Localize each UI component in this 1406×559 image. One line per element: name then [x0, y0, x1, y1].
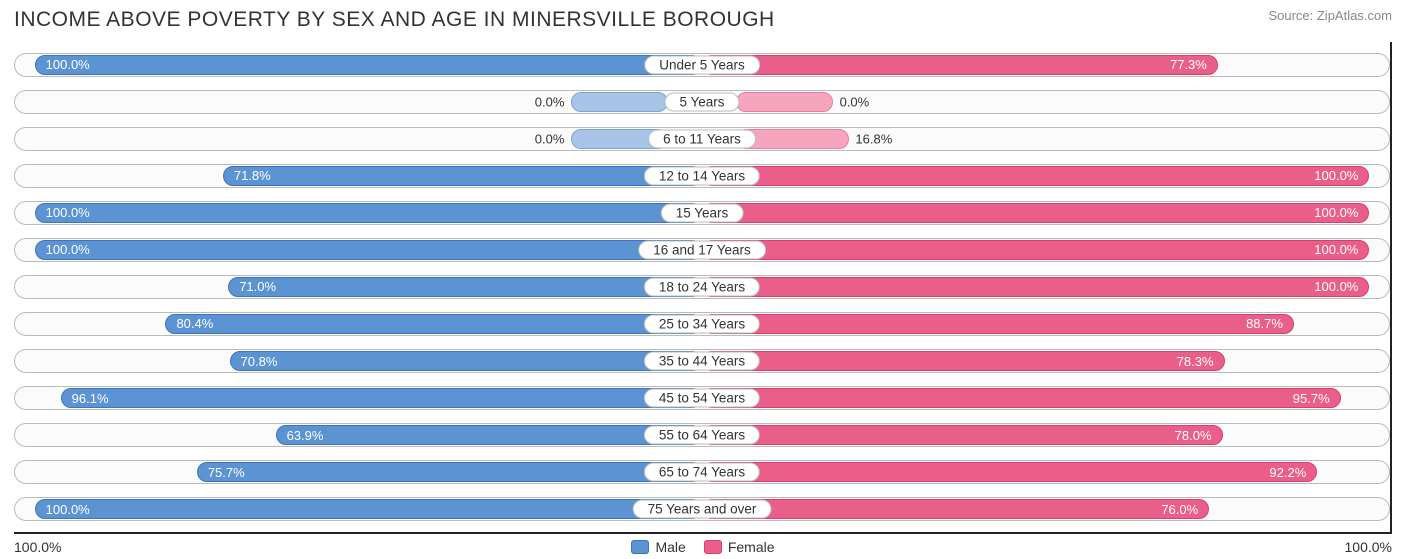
female-bar: 100.0% [702, 240, 1369, 260]
female-bar: 76.0% [702, 499, 1209, 519]
male-bar: 96.1% [61, 388, 702, 408]
male-value-label: 100.0% [36, 57, 100, 72]
chart-row: 100.0% 100.0% 15 Years [14, 201, 1390, 225]
legend-male: Male [631, 539, 685, 555]
male-value-label: 0.0% [535, 131, 565, 146]
axis-right-label: 100.0% [1312, 539, 1392, 555]
female-bar: 100.0% [702, 277, 1369, 297]
chart-container: INCOME ABOVE POVERTY BY SEX AND AGE IN M… [0, 0, 1406, 559]
male-bar: 75.7% [197, 462, 702, 482]
female-bar: 100.0% [702, 166, 1369, 186]
female-bar: 77.3% [702, 55, 1218, 75]
category-label: 45 to 54 Years [644, 389, 760, 408]
female-value-label: 16.8% [855, 131, 892, 146]
chart-row: 63.9% 78.0% 55 to 64 Years [14, 423, 1390, 447]
male-bar: 71.8% [223, 166, 702, 186]
category-label: 18 to 24 Years [644, 277, 760, 296]
male-bar: 100.0% [35, 240, 702, 260]
female-bar: 95.7% [702, 388, 1341, 408]
chart-row: 71.8% 100.0% 12 to 14 Years [14, 164, 1390, 188]
female-value-label: 95.7% [1283, 391, 1340, 406]
legend: Male Female [631, 539, 774, 555]
female-value-label: 78.3% [1167, 354, 1224, 369]
category-label: 35 to 44 Years [644, 352, 760, 371]
male-bar: 70.8% [230, 351, 702, 371]
male-bar: 71.0% [228, 277, 702, 297]
footer: 100.0% Male Female 100.0% [14, 534, 1392, 555]
chart-row: 70.8% 78.3% 35 to 44 Years [14, 349, 1390, 373]
male-value-label: 96.1% [62, 391, 119, 406]
female-value-label: 100.0% [1304, 279, 1368, 294]
female-bar: 92.2% [702, 462, 1317, 482]
female-bar [736, 92, 832, 112]
female-value-label: 0.0% [840, 94, 870, 109]
category-label: 15 Years [661, 203, 744, 222]
chart-title: INCOME ABOVE POVERTY BY SEX AND AGE IN M… [14, 8, 775, 32]
chart-row: 71.0% 100.0% 18 to 24 Years [14, 275, 1390, 299]
male-value-label: 100.0% [36, 502, 100, 517]
female-value-label: 100.0% [1304, 242, 1368, 257]
category-label: 6 to 11 Years [648, 129, 756, 148]
legend-female-label: Female [728, 539, 775, 555]
male-value-label: 71.8% [224, 168, 281, 183]
swatch-female [704, 540, 722, 554]
female-value-label: 88.7% [1236, 316, 1293, 331]
female-value-label: 76.0% [1151, 502, 1208, 517]
source-label: Source: ZipAtlas.com [1268, 8, 1392, 23]
male-value-label: 75.7% [198, 465, 255, 480]
male-value-label: 63.9% [277, 428, 334, 443]
male-value-label: 0.0% [535, 94, 565, 109]
category-label: 16 and 17 Years [638, 240, 766, 259]
header: INCOME ABOVE POVERTY BY SEX AND AGE IN M… [14, 8, 1392, 32]
female-bar: 78.0% [702, 425, 1223, 445]
category-label: 65 to 74 Years [644, 463, 760, 482]
male-bar: 100.0% [35, 203, 702, 223]
category-label: 55 to 64 Years [644, 426, 760, 445]
female-value-label: 100.0% [1304, 168, 1368, 183]
chart-row: 96.1% 95.7% 45 to 54 Years [14, 386, 1390, 410]
male-value-label: 80.4% [166, 316, 223, 331]
category-label: Under 5 Years [644, 55, 760, 74]
male-value-label: 100.0% [36, 242, 100, 257]
category-label: 25 to 34 Years [644, 314, 760, 333]
category-label: 75 Years and over [633, 500, 772, 519]
swatch-male [631, 540, 649, 554]
female-bar: 78.3% [702, 351, 1225, 371]
male-value-label: 100.0% [36, 205, 100, 220]
female-value-label: 92.2% [1259, 465, 1316, 480]
male-bar: 80.4% [165, 314, 702, 334]
chart-row: 0.0% 16.8% 6 to 11 Years [14, 127, 1390, 151]
legend-male-label: Male [655, 539, 685, 555]
male-value-label: 71.0% [229, 279, 286, 294]
chart-row: 0.0% 0.0% 5 Years [14, 90, 1390, 114]
male-bar: 63.9% [276, 425, 702, 445]
chart-area: 100.0%77.3%Under 5 Years0.0%0.0%5 Years0… [14, 42, 1392, 534]
axis-left-label: 100.0% [14, 539, 94, 555]
chart-row: 100.0% 100.0% 16 and 17 Years [14, 238, 1390, 262]
male-bar [571, 92, 667, 112]
female-value-label: 78.0% [1165, 428, 1222, 443]
male-value-label: 70.8% [231, 354, 288, 369]
category-label: 12 to 14 Years [644, 166, 760, 185]
chart-row: 100.0% 76.0% 75 Years and over [14, 497, 1390, 521]
male-bar: 100.0% [35, 499, 702, 519]
chart-row: 80.4% 88.7% 25 to 34 Years [14, 312, 1390, 336]
female-bar: 88.7% [702, 314, 1294, 334]
female-value-label: 100.0% [1304, 205, 1368, 220]
category-label: 5 Years [664, 92, 739, 111]
female-value-label: 77.3% [1160, 57, 1217, 72]
chart-row: 100.0% 77.3% Under 5 Years [14, 53, 1390, 77]
chart-row: 75.7% 92.2% 65 to 74 Years [14, 460, 1390, 484]
male-bar: 100.0% [35, 55, 702, 75]
female-bar: 100.0% [702, 203, 1369, 223]
legend-female: Female [704, 539, 775, 555]
